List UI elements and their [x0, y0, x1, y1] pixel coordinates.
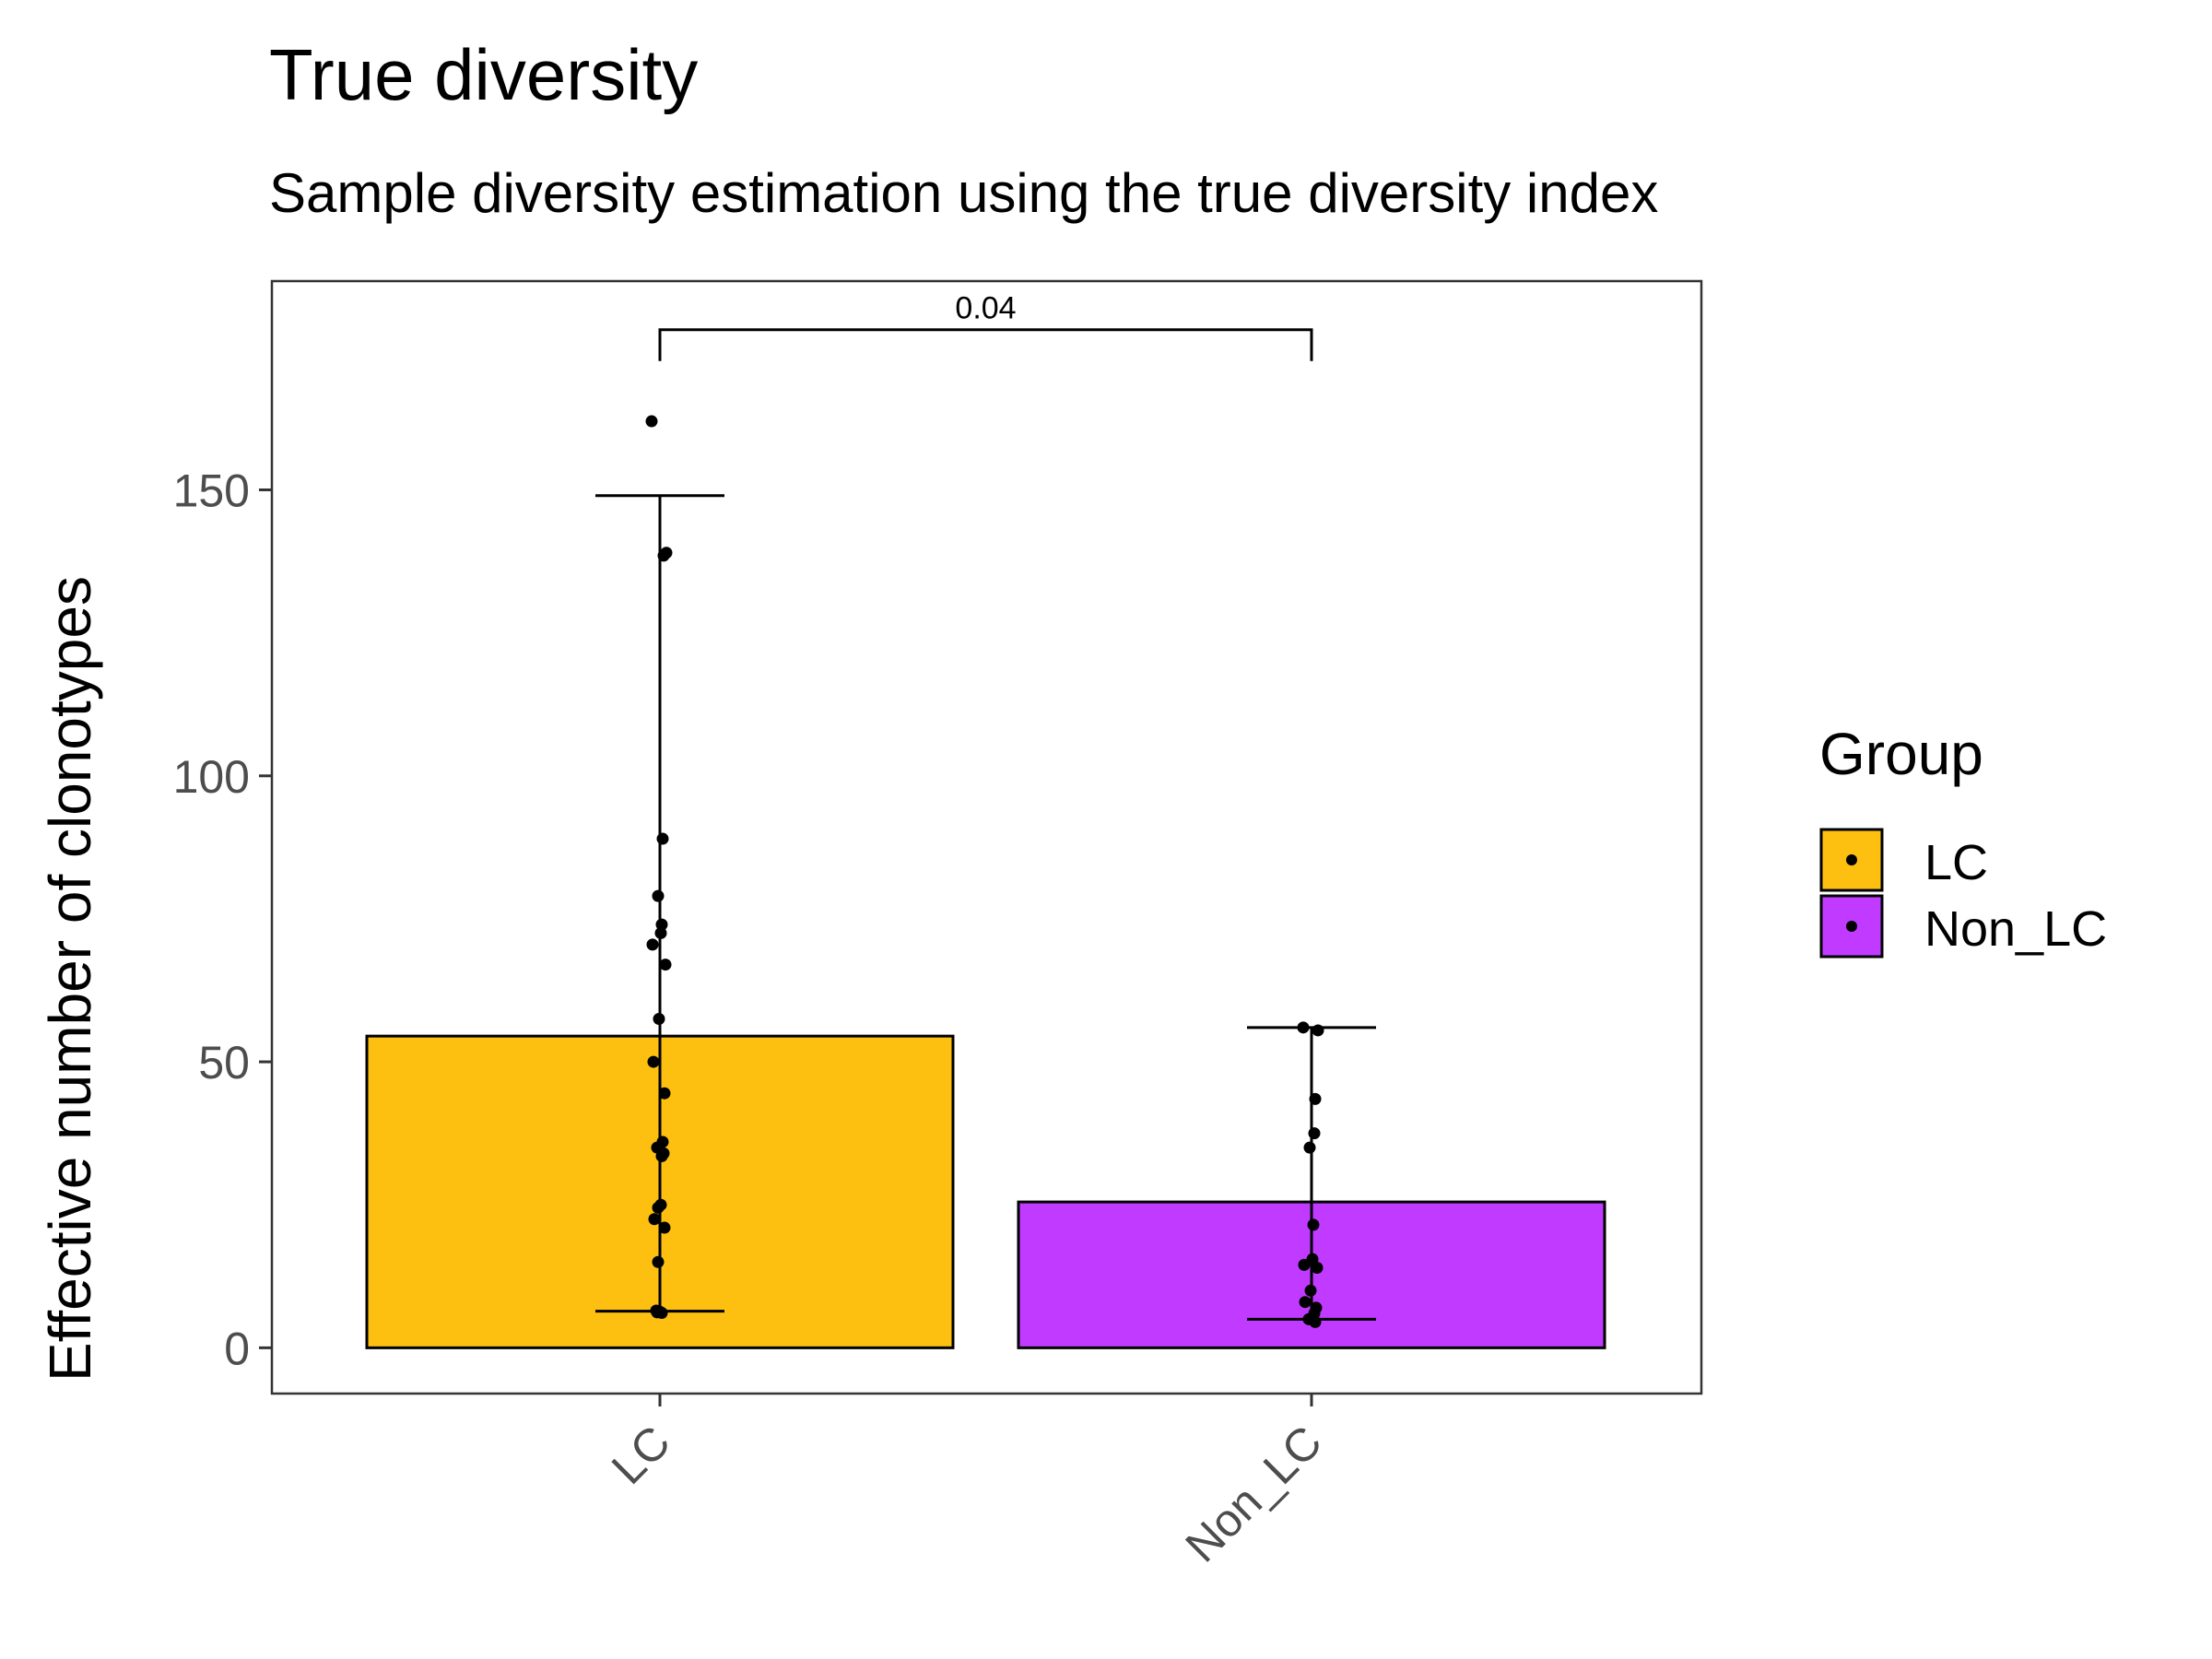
data-point-non-lc [1312, 1024, 1324, 1037]
data-point-lc [645, 415, 658, 428]
data-point-non-lc [1311, 1261, 1324, 1274]
data-point-non-lc [1303, 1141, 1316, 1154]
data-point-lc [656, 832, 669, 845]
chart-title: True diversity [269, 34, 698, 115]
y-tick-label: 100 [173, 751, 250, 803]
data-point-lc [646, 938, 659, 951]
data-point-lc [658, 1221, 671, 1234]
data-point-lc [658, 1087, 671, 1100]
data-point-lc [652, 889, 665, 902]
data-point-lc [657, 549, 670, 562]
data-point-lc [647, 1055, 660, 1068]
legend-item-lc: LC [1819, 828, 1988, 892]
data-point-non-lc [1299, 1296, 1312, 1309]
y-tick-label: 150 [173, 465, 250, 517]
data-point-non-lc [1297, 1021, 1310, 1034]
data-point-lc [654, 926, 667, 939]
legend-key-dot [1846, 854, 1857, 865]
data-point-lc [653, 1013, 665, 1026]
data-point-lc [659, 959, 672, 971]
chart-subtitle: Sample diversity estimation using the tr… [269, 162, 1658, 224]
y-axis-label: Effective number of clonotypes [37, 576, 103, 1382]
data-point-lc [655, 1149, 668, 1162]
significance-bracket [658, 328, 1313, 361]
legend-key-dot [1846, 921, 1857, 932]
legend-label-lc: LC [1924, 835, 1988, 890]
data-point-non-lc [1309, 1092, 1322, 1105]
data-point-non-lc [1304, 1284, 1317, 1297]
significance-label: 0.04 [955, 291, 1016, 326]
y-tick-label: 50 [198, 1037, 250, 1088]
data-point-non-lc [1298, 1258, 1311, 1271]
plot-border [270, 279, 1703, 1395]
x-tick-label-lc: LC [602, 1416, 680, 1494]
legend-title: Group [1819, 721, 1983, 787]
data-point-lc [652, 1201, 665, 1214]
data-point-lc [655, 1307, 668, 1320]
x-tick-label-non-lc: Non_LC [1175, 1416, 1331, 1571]
data-point-lc [648, 1213, 661, 1226]
plot-area: 0.04 [365, 291, 1606, 1349]
data-point-lc [652, 1255, 665, 1268]
data-point-non-lc [1309, 1315, 1322, 1328]
y-tick-label: 0 [224, 1323, 250, 1374]
legend-label-non-lc: Non_LC [1924, 901, 2107, 957]
legend-item-non-lc: Non_LC [1819, 894, 2107, 959]
data-point-non-lc [1308, 1127, 1321, 1140]
data-point-non-lc [1307, 1218, 1320, 1231]
legend: Group LC Non_LC [1819, 721, 2107, 959]
